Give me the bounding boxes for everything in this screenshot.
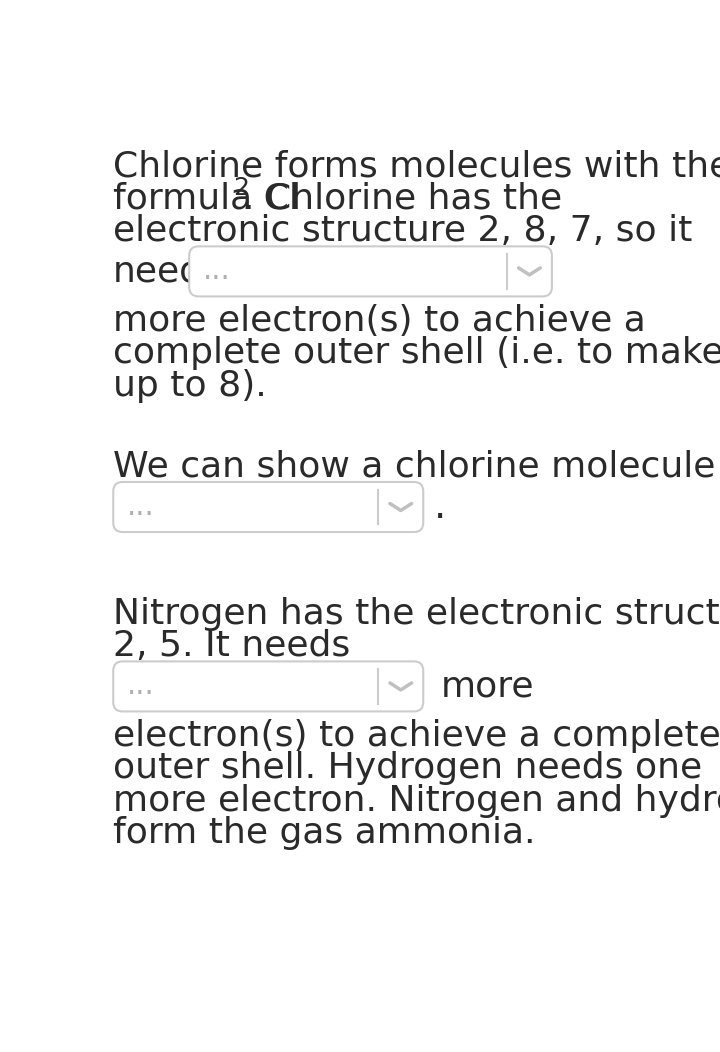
Text: form the gas ammonia.: form the gas ammonia.: [113, 816, 536, 850]
Text: ...: ...: [127, 493, 155, 521]
Text: electron(s) to achieve a complete: electron(s) to achieve a complete: [113, 720, 720, 753]
Text: formula Cl: formula Cl: [113, 182, 299, 216]
Text: 2: 2: [233, 177, 249, 200]
Text: Nitrogen has the electronic structure: Nitrogen has the electronic structure: [113, 596, 720, 631]
Text: complete outer shell (i.e. to make it: complete outer shell (i.e. to make it: [113, 337, 720, 370]
Text: more electron(s) to achieve a: more electron(s) to achieve a: [113, 304, 646, 338]
Text: We can show a chlorine molecule as: We can show a chlorine molecule as: [113, 449, 720, 484]
Text: .: .: [434, 488, 446, 526]
Text: outer shell. Hydrogen needs one: outer shell. Hydrogen needs one: [113, 751, 703, 786]
Text: up to 8).: up to 8).: [113, 369, 267, 403]
Text: ...: ...: [203, 258, 231, 285]
Text: more electron. Nitrogen and hydrogen: more electron. Nitrogen and hydrogen: [113, 784, 720, 817]
Text: . Chlorine has the: . Chlorine has the: [243, 182, 562, 216]
Text: ...: ...: [127, 672, 155, 701]
Text: Chlorine forms molecules with the: Chlorine forms molecules with the: [113, 149, 720, 183]
Text: needs: needs: [113, 255, 222, 288]
FancyBboxPatch shape: [113, 482, 423, 532]
FancyBboxPatch shape: [113, 662, 423, 711]
Text: electronic structure 2, 8, 7, so it: electronic structure 2, 8, 7, so it: [113, 214, 693, 248]
FancyBboxPatch shape: [189, 246, 552, 297]
Text: 2, 5. It needs: 2, 5. It needs: [113, 629, 351, 663]
Text: more: more: [441, 669, 534, 704]
